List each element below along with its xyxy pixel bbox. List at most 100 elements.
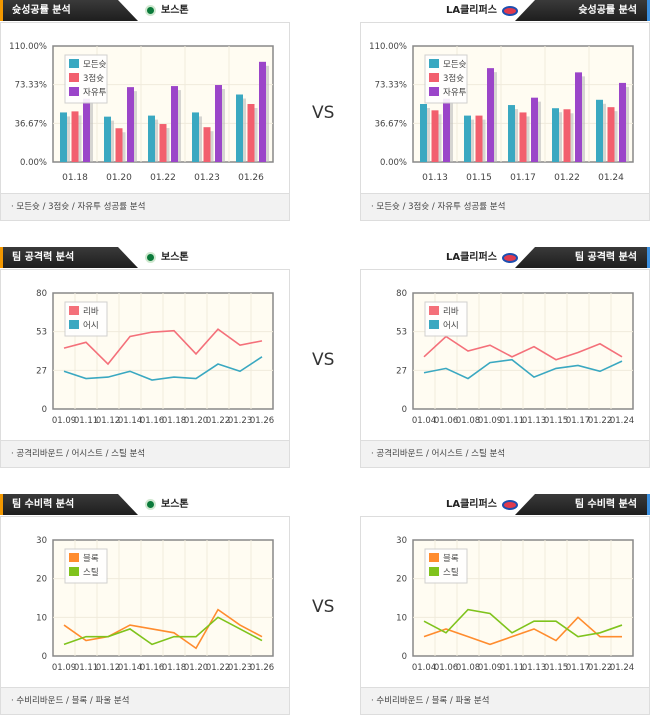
bar — [159, 124, 167, 162]
x-tick-label: 01.11 — [74, 416, 98, 426]
chart-footer: · 수비리바운드 / 블록 / 파울 분석 — [361, 687, 649, 714]
y-tick-label: 27 — [396, 366, 407, 376]
clippers-logo-icon — [501, 252, 518, 263]
bar — [563, 109, 571, 162]
bar — [83, 98, 90, 162]
chart-panel: 0.00% 36.67% 73.33% 110.00% 01.18 01.20 01.22 0… — [0, 22, 290, 221]
y-tick-label: 73.33% — [375, 81, 407, 91]
y-tick-label: 73.33% — [15, 81, 47, 91]
x-tick-label: 01.26 — [250, 416, 274, 426]
x-tick-label: 01.22 — [150, 173, 176, 183]
team-name: LA클리퍼스 — [446, 499, 497, 510]
chart-panel: 0.00% 36.67% 73.33% 110.00% 01.13 01.15 01.17 0… — [360, 22, 650, 221]
x-tick-label: 01.16 — [140, 663, 164, 673]
clippers-logo-icon — [501, 499, 518, 510]
x-tick-label: 01.13 — [522, 663, 546, 673]
chart-panel: 0 27 53 80 01.04 01.06 01.08 01.09 01.11 01.13 01.… — [360, 269, 650, 468]
legend-swatch — [69, 553, 79, 562]
x-tick-label: 01.18 — [162, 416, 186, 426]
clippers-logo-icon — [501, 5, 518, 16]
bar — [508, 105, 515, 162]
x-tick-label: 01.24 — [610, 416, 634, 426]
team-name: LA클리퍼스 — [446, 252, 497, 263]
celtics-logo-icon — [145, 499, 156, 510]
x-tick-label: 01.06 — [434, 663, 458, 673]
chart-footer: · 모든슛 / 3점슛 / 자유투 성공률 분석 — [361, 193, 649, 220]
x-tick-label: 01.13 — [522, 416, 546, 426]
x-tick-label: 01.24 — [598, 173, 624, 183]
x-tick-label: 01.20 — [106, 173, 132, 183]
bar — [487, 68, 494, 162]
team-name: LA클리퍼스 — [446, 5, 497, 16]
legend-label: 스틸 — [443, 568, 459, 578]
legend-label: 블록 — [83, 553, 99, 564]
x-tick-label: 01.23 — [228, 663, 252, 673]
team-name: 보스톤 — [161, 252, 189, 263]
legend-swatch — [69, 320, 79, 329]
x-tick-label: 01.24 — [610, 663, 634, 673]
x-tick-label: 01.14 — [118, 416, 142, 426]
y-tick-label: 80 — [396, 289, 407, 299]
legend-swatch — [69, 567, 79, 576]
bar — [259, 61, 266, 163]
chart-svg: 010203001.0401.0601.0801.0901.1101.1301.… — [396, 536, 634, 673]
y-tick-label: 30 — [396, 536, 407, 546]
x-tick-label: 01.18 — [162, 663, 186, 673]
x-tick-label: 01.15 — [544, 416, 568, 426]
legend-swatch — [429, 59, 439, 68]
legend-swatch — [429, 306, 439, 315]
x-tick-label: 01.09 — [478, 663, 502, 673]
y-tick-label: 10 — [36, 613, 47, 623]
section-tab-right: 슛성공률 분석 — [515, 0, 650, 21]
footer-text: 모든슛 / 3점슛 / 자유투 성공률 분석 — [376, 202, 506, 212]
y-tick-label: 53 — [396, 328, 407, 338]
team-right: LA클리퍼스 — [446, 494, 518, 515]
x-tick-label: 01.16 — [140, 416, 164, 426]
bar — [203, 127, 211, 162]
x-tick-label: 01.23 — [194, 173, 220, 183]
vs-label: VS — [312, 103, 335, 123]
series-line — [423, 608, 623, 638]
legend-label: 3점슛 — [443, 73, 464, 84]
celtics-logo-icon — [145, 252, 156, 263]
x-tick-label: 01.22 — [588, 663, 612, 673]
legend-swatch — [69, 59, 79, 68]
y-tick-label: 0 — [402, 652, 407, 662]
bar — [148, 115, 155, 162]
x-tick-label: 01.17 — [566, 416, 590, 426]
legend-swatch — [69, 87, 79, 96]
x-tick-label: 01.22 — [206, 416, 230, 426]
bar — [619, 82, 626, 162]
legend-label: 스틸 — [83, 568, 99, 578]
y-tick-label: 20 — [396, 575, 407, 585]
section-tab-right: 팀 공격력 분석 — [515, 247, 650, 268]
y-tick-label: 36.67% — [375, 119, 407, 129]
chart-panel: 0 27 53 80 01.09 01.11 01.12 01.14 01.16 01.18 01.… — [0, 269, 290, 468]
bar — [431, 110, 439, 162]
chart-svg: 0.00% 36.67% 73.33% 110.00% 01.13 01.15 01.17 0… — [369, 42, 634, 183]
chart-footer: · 공격리바운드 / 어시스트 / 스틸 분석 — [1, 440, 289, 467]
legend-label: 리바 — [83, 306, 99, 317]
bar — [531, 97, 538, 162]
y-tick-label: 0 — [42, 405, 47, 415]
x-tick-label: 01.15 — [466, 173, 492, 183]
bar — [171, 86, 178, 162]
x-tick-label: 01.06 — [434, 416, 458, 426]
x-tick-label: 01.14 — [118, 663, 142, 673]
series-line — [423, 335, 623, 361]
x-tick-label: 01.13 — [422, 173, 448, 183]
x-tick-label: 01.17 — [566, 663, 590, 673]
legend-swatch — [429, 87, 439, 96]
y-tick-label: 0 — [402, 405, 407, 415]
bar — [607, 107, 615, 162]
series-line — [63, 356, 263, 381]
y-tick-label: 80 — [36, 289, 47, 299]
bar — [215, 85, 222, 162]
x-tick-label: 01.09 — [478, 416, 502, 426]
chart-footer: · 수비리바운드 / 블록 / 파울 분석 — [1, 687, 289, 714]
vs-label: VS — [312, 350, 335, 370]
